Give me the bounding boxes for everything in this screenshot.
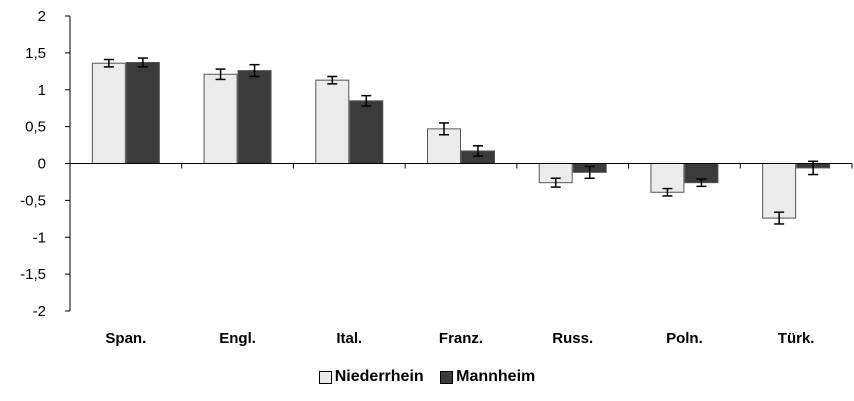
bar-mannheim-1 [237, 70, 272, 164]
y-tick-label: 0 [38, 156, 46, 173]
x-category-label: Russ. [552, 330, 593, 347]
legend: Niederrhein Mannheim [0, 368, 854, 389]
bar-niederrhein-6 [762, 163, 797, 219]
bar-niederrhein-1 [203, 73, 238, 164]
bar-mannheim-0 [125, 61, 160, 164]
legend-swatch-mannheim [440, 370, 454, 384]
legend-item-mannheim: Mannheim [440, 368, 535, 386]
x-category-label: Ital. [336, 330, 362, 347]
bar-mannheim-2 [349, 100, 384, 164]
y-tick-label: 0,5 [25, 119, 46, 136]
y-tick-label: -2 [33, 303, 46, 320]
bars-group [91, 61, 831, 219]
legend-swatch-niederrhein [318, 370, 332, 384]
x-category-label: Engl. [219, 330, 256, 347]
y-tick-label: 2 [38, 8, 46, 25]
y-axis-ticks: 2 1,5 1 0,5 0 -0,5 -1 -1,5 -2 [20, 8, 70, 320]
y-tick-label: -0,5 [20, 192, 46, 209]
bar-niederrhein-2 [315, 79, 350, 164]
x-category-label: Span. [105, 330, 146, 347]
y-tick-label: -1 [33, 229, 46, 246]
legend-label-mannheim: Mannheim [456, 368, 536, 385]
y-tick-label: -1,5 [20, 266, 46, 283]
y-tick-label: 1 [38, 82, 46, 99]
y-tick-label: 1,5 [25, 45, 46, 62]
legend-label-niederrhein: Niederrhein [334, 368, 424, 385]
category-labels: Span. Engl. Ital. Franz. Russ. Poln. Türk. [105, 163, 853, 347]
x-category-label: Franz. [439, 330, 483, 347]
x-category-label: Türk. [778, 330, 815, 347]
bar-niederrhein-0 [91, 62, 126, 165]
legend-item-niederrhein: Niederrhein [318, 368, 424, 386]
bar-chart: 2 1,5 1 0,5 0 -0,5 -1 -1,5 -2 Span. Engl. Ital. Fra… [20, 8, 853, 347]
x-category-label: Poln. [666, 330, 703, 347]
